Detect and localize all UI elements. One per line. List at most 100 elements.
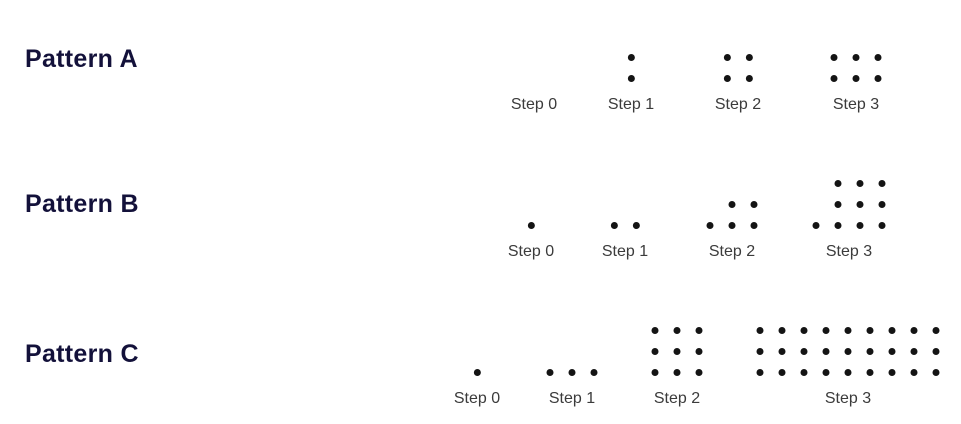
dot (878, 201, 886, 208)
dot-row (830, 54, 882, 61)
dot (706, 222, 714, 229)
dot (834, 180, 842, 187)
dot-row (627, 75, 635, 82)
dot (822, 327, 830, 334)
step-label: Step 2 (653, 390, 701, 407)
step-label: Step 0 (507, 243, 555, 260)
dot (866, 327, 874, 334)
step-cell: Step 3 (756, 327, 940, 408)
dot (866, 348, 874, 355)
step-label: Step 2 (708, 243, 756, 260)
step-label: Step 1 (548, 390, 596, 407)
dot (852, 54, 860, 61)
dot (651, 369, 659, 376)
dot (888, 327, 896, 334)
dot (856, 180, 864, 187)
step-label: Step 2 (714, 96, 762, 113)
dot (932, 348, 940, 355)
dot-grid (756, 327, 940, 376)
dot-row (812, 222, 886, 229)
dot (673, 348, 681, 355)
pattern-name: Pattern A (25, 45, 138, 73)
dot (844, 327, 852, 334)
step-cell: Step 3 (830, 54, 882, 114)
step-cell: Step 0 (511, 82, 557, 114)
dot-row (756, 348, 940, 355)
step-cell: Step 1 (602, 222, 648, 261)
dot-grid (546, 369, 598, 376)
step-label: Step 0 (453, 390, 501, 407)
dot (473, 369, 481, 376)
dot (695, 348, 703, 355)
step-cell: Step 0 (454, 369, 500, 408)
step-label: Step 1 (607, 96, 655, 113)
dot-row (834, 201, 886, 208)
step-label: Step 1 (601, 243, 649, 260)
pattern-name: Pattern B (25, 190, 139, 218)
dot-grid (651, 327, 703, 376)
dot-grid (723, 54, 753, 82)
dot (812, 222, 820, 229)
dot (830, 75, 838, 82)
dot (695, 327, 703, 334)
dot (756, 327, 764, 334)
step-label: Step 3 (824, 390, 872, 407)
dot (723, 54, 731, 61)
dot (632, 222, 640, 229)
dot (856, 201, 864, 208)
dot (878, 180, 886, 187)
dot (673, 327, 681, 334)
dot-row (527, 222, 535, 229)
dot-row (473, 369, 481, 376)
dot-row (830, 75, 882, 82)
dot (834, 222, 842, 229)
dot (910, 327, 918, 334)
dot (800, 348, 808, 355)
dot (778, 327, 786, 334)
dot (750, 201, 758, 208)
step-cell: Step 1 (608, 54, 654, 114)
dot (844, 348, 852, 355)
step-cell: Step 3 (812, 180, 886, 261)
dot (878, 222, 886, 229)
dot (910, 369, 918, 376)
step-cell: Step 0 (508, 222, 554, 261)
dot (932, 327, 940, 334)
dot (673, 369, 681, 376)
dot (546, 369, 554, 376)
dot-grid (812, 180, 886, 229)
dot (756, 369, 764, 376)
dot-row (546, 369, 598, 376)
dot (874, 54, 882, 61)
dot (822, 348, 830, 355)
dot (750, 222, 758, 229)
dot (856, 222, 864, 229)
dot (830, 54, 838, 61)
dot (745, 75, 753, 82)
dot (610, 222, 618, 229)
dot (728, 201, 736, 208)
dot (756, 348, 764, 355)
dot-row (756, 327, 940, 334)
step-label: Step 3 (825, 243, 873, 260)
dot (866, 369, 874, 376)
dot (932, 369, 940, 376)
step-cell: Step 1 (546, 369, 598, 408)
dot-grid (610, 222, 640, 229)
step-cell: Step 2 (715, 54, 761, 114)
dot (728, 222, 736, 229)
step-cell: Step 2 (651, 327, 703, 408)
dot (778, 348, 786, 355)
dot-row (706, 222, 758, 229)
dot-row (651, 327, 703, 334)
dot-grid (627, 54, 635, 82)
dot (800, 327, 808, 334)
dot (910, 348, 918, 355)
dot-row (610, 222, 640, 229)
dot (852, 75, 860, 82)
dot (874, 75, 882, 82)
dot (651, 348, 659, 355)
dot-grid (527, 222, 535, 229)
dot (844, 369, 852, 376)
